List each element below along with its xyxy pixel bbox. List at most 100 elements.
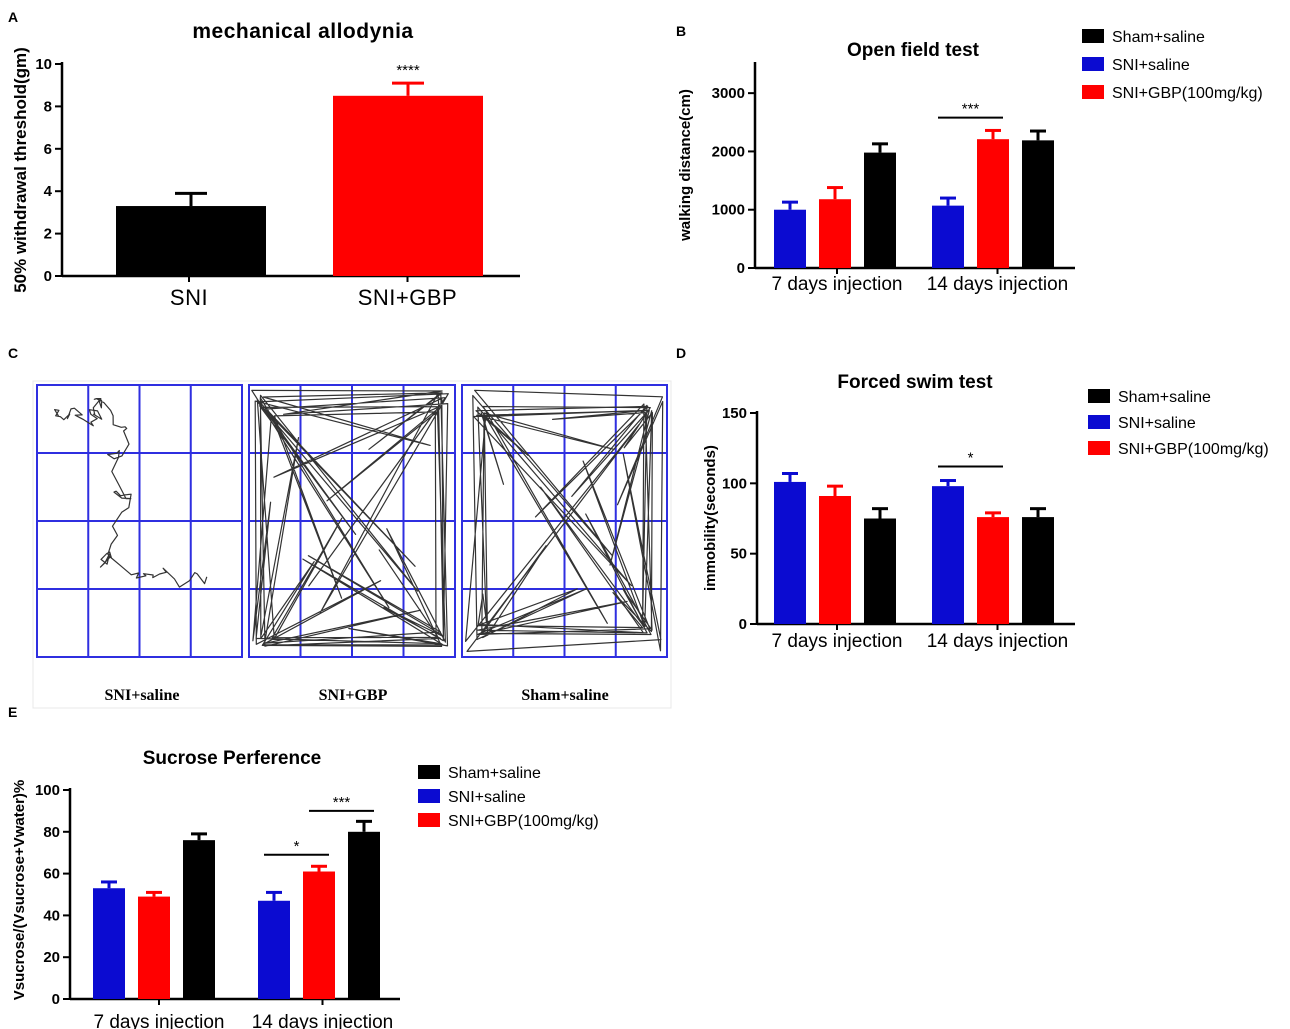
track-sham-saline <box>465 389 664 652</box>
chart-title: Open field test <box>847 40 980 61</box>
bar-gbp-1 <box>977 139 1009 268</box>
arena-grid-0 <box>36 384 243 658</box>
panel-c-frame <box>32 380 672 709</box>
y-tick-label: 0 <box>52 991 60 1008</box>
track-sni-gbp <box>251 389 449 647</box>
bar-sni-0 <box>93 888 125 999</box>
legend-swatch-gbp <box>418 813 440 827</box>
y-tick-label: 60 <box>43 866 60 883</box>
x-category-label: 14 days injection <box>252 1012 394 1029</box>
legend-label-sham: Sham+saline <box>1112 29 1205 46</box>
panel-letter-c: C <box>8 345 18 361</box>
x-category-label: 7 days injection <box>772 274 903 295</box>
bar-gbp-1 <box>303 871 335 999</box>
bar-gbp-0 <box>138 896 170 999</box>
open-field-grids <box>32 380 672 709</box>
significance-marker: **** <box>396 62 420 79</box>
legend-label-sni: SNI+saline <box>448 789 526 806</box>
chart-panel-d: D Forced swim test immobility(seconds) 0 50 1… <box>676 345 1269 652</box>
legend-label-gbp: SNI+GBP(100mg/kg) <box>448 813 599 830</box>
panel-letter-d: D <box>676 345 686 361</box>
y-axis-label: walking distance(cm) <box>677 89 694 242</box>
legend-swatch-sham <box>1082 29 1104 43</box>
track-sni-saline <box>54 398 208 588</box>
bar-sham-1 <box>1022 140 1054 268</box>
y-tick-label: 0 <box>44 268 52 285</box>
y-tick-label: 6 <box>44 141 52 158</box>
x-category-label: 14 days injection <box>927 274 1069 295</box>
bar-sham-0 <box>864 518 896 624</box>
bar-gbp-1 <box>977 517 1009 624</box>
y-tick-label: 100 <box>35 782 60 799</box>
x-category-label: 7 days injection <box>772 631 903 652</box>
panel-letter-b: B <box>676 23 686 39</box>
legend-label-sham: Sham+saline <box>1118 389 1211 406</box>
x-category-label: SNI+GBP <box>358 285 457 310</box>
y-tick-label: 0 <box>739 616 747 633</box>
y-tick-label: 2000 <box>712 143 745 160</box>
y-tick-label: 100 <box>722 475 747 492</box>
legend-label-sham: Sham+saline <box>448 765 541 782</box>
x-category-label: 14 days injection <box>927 631 1069 652</box>
y-tick-label: 8 <box>44 98 52 115</box>
legend-swatch-gbp <box>1088 441 1110 455</box>
y-tick-label: 50 <box>730 546 747 563</box>
y-tick-label: 3000 <box>712 85 745 102</box>
significance-marker: *** <box>333 794 351 811</box>
legend-label-gbp: SNI+GBP(100mg/kg) <box>1112 85 1263 102</box>
significance-marker: *** <box>962 101 980 118</box>
legend-swatch-sni <box>1082 57 1104 71</box>
y-tick-label: 1000 <box>712 202 745 219</box>
track-caption-sni-saline: SNI+saline <box>105 687 180 704</box>
legend-swatch-sni <box>1088 415 1110 429</box>
bar-sni-gbp <box>333 95 483 276</box>
bar-sham-0 <box>864 152 896 268</box>
bar-sham-0 <box>183 840 215 999</box>
legend-label-sni: SNI+saline <box>1118 415 1196 432</box>
y-tick-label: 0 <box>737 260 745 277</box>
legend-swatch-sni <box>418 789 440 803</box>
x-category-label: SNI <box>170 285 208 310</box>
legend-label-gbp: SNI+GBP(100mg/kg) <box>1118 441 1269 458</box>
bar-sni-1 <box>932 205 964 268</box>
significance-marker: * <box>968 449 974 466</box>
panel-letter-e: E <box>8 704 17 720</box>
bar-gbp-0 <box>819 495 851 624</box>
bar-sni <box>116 206 266 276</box>
y-axis-label: immobility(seconds) <box>702 445 719 591</box>
chart-title: mechanical allodynia <box>192 20 413 43</box>
track-caption-sni-gbp: SNI+GBP <box>319 687 388 704</box>
y-tick-label: 20 <box>43 949 60 966</box>
legend-swatch-sham <box>418 765 440 779</box>
y-axis-label: 50% withdrawal threshold(gm) <box>11 47 30 293</box>
bar-sham-1 <box>348 831 380 999</box>
bar-gbp-0 <box>819 199 851 268</box>
chart-title: Sucrose Perference <box>143 748 322 769</box>
bar-sni-0 <box>774 481 806 624</box>
legend: Sham+saline SNI+saline SNI+GBP(100mg/kg) <box>1088 389 1269 458</box>
track-caption-sham-saline: Sham+saline <box>521 687 608 704</box>
chart-panel-e: E Sucrose Perference Vsucrose/(Vsucrose+Vw… <box>8 704 599 1029</box>
chart-panel-b: B Open field test walking distance(cm) 0 100… <box>676 23 1263 295</box>
y-axis-label: Vsucrose/(Vsucrose+Vwater)% <box>11 780 28 1001</box>
bar-sni-1 <box>258 900 290 999</box>
x-category-label: 7 days injection <box>94 1012 225 1029</box>
panel-c-tracking: C SNI+saline SNI+GBP Sham+saline <box>8 345 672 709</box>
bar-sni-0 <box>774 209 806 268</box>
y-tick-label: 40 <box>43 907 60 924</box>
y-tick-label: 80 <box>43 824 60 841</box>
panel-letter-a: A <box>8 9 18 25</box>
legend-label-sni: SNI+saline <box>1112 57 1190 74</box>
y-tick-label: 150 <box>722 405 747 422</box>
legend-swatch-sham <box>1088 389 1110 403</box>
y-tick-label: 10 <box>35 56 52 73</box>
significance-marker: * <box>294 838 300 855</box>
legend: Sham+saline SNI+saline SNI+GBP(100mg/kg) <box>1082 29 1263 102</box>
chart-title: Forced swim test <box>837 372 993 393</box>
legend: Sham+saline SNI+saline SNI+GBP(100mg/kg) <box>418 765 599 830</box>
locomotion-tracks <box>54 389 664 652</box>
legend-swatch-gbp <box>1082 85 1104 99</box>
y-tick-label: 4 <box>44 183 53 200</box>
